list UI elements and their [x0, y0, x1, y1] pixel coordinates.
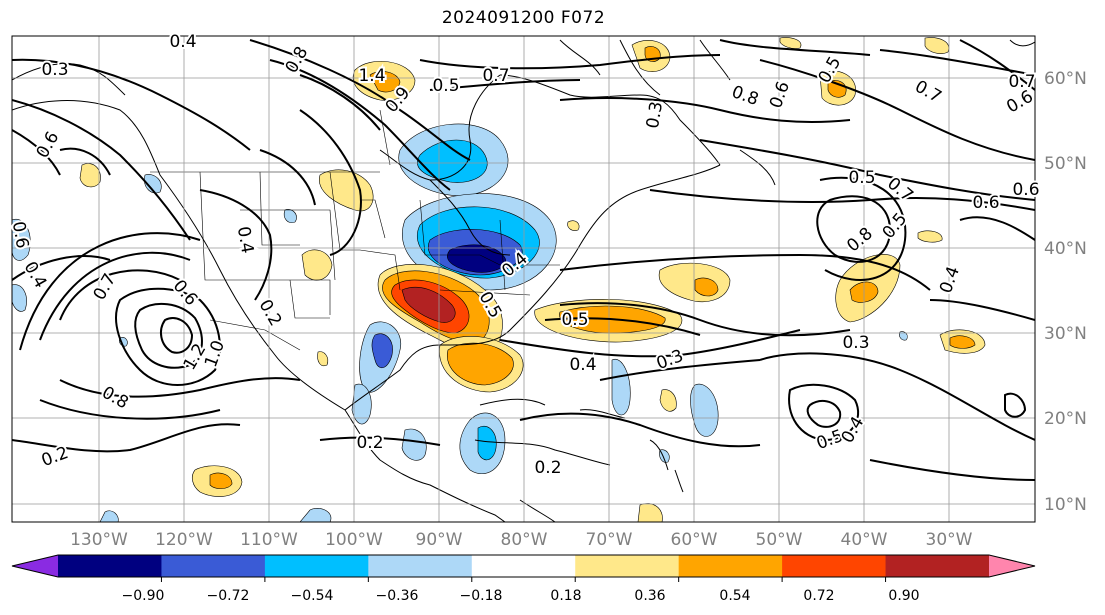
- colorbar-extend-max: [989, 555, 1035, 577]
- contour-label: 0.7: [1008, 72, 1035, 92]
- colorbar-tick-label: −0.36: [376, 588, 419, 604]
- lat-label: 50°N: [1044, 154, 1087, 174]
- colorbar-labels: −0.90 −0.72 −0.54 −0.36 −0.18 0.18 0.36 …: [122, 588, 920, 604]
- latitude-labels: 60°N 50°N 40°N 30°N 20°N 10°N: [1044, 69, 1087, 515]
- contour-label: 0.3: [842, 333, 869, 353]
- state-boundaries: [150, 109, 560, 351]
- colorbar-tick-label: −0.72: [207, 588, 250, 604]
- contour-label: 0.5: [432, 76, 459, 96]
- colorbar-tick-label: −0.18: [460, 588, 503, 604]
- contour-label: 0.2: [534, 458, 561, 478]
- contour-label: 0.7: [482, 66, 509, 86]
- colorbar-segment: [678, 555, 783, 577]
- colorbar: [11, 554, 1036, 582]
- contour-label: 0.6: [1012, 180, 1039, 200]
- lon-label: 110°W: [240, 530, 298, 550]
- graticule: [12, 36, 1035, 522]
- colorbar-segment: [161, 555, 266, 577]
- contour-label: 0.4: [169, 32, 196, 52]
- lon-label: 40°W: [841, 530, 888, 550]
- contour-label: 0.2: [356, 433, 383, 453]
- colorbar-extend-min: [12, 555, 58, 577]
- lat-label: 10°N: [1044, 495, 1087, 515]
- contour-label: 1.4: [358, 66, 385, 86]
- colorbar-segment: [58, 555, 162, 577]
- colorbar-tick-label: 0.72: [803, 588, 834, 604]
- colorbar-segment: [471, 555, 576, 577]
- lat-label: 30°N: [1044, 324, 1087, 344]
- lat-label: 20°N: [1044, 409, 1087, 429]
- contour-label: 0.5: [561, 310, 588, 330]
- lon-label: 80°W: [501, 530, 548, 550]
- contour-label: 0.5: [848, 168, 875, 188]
- lon-label: 90°W: [416, 530, 463, 550]
- colorbar-tick-label: 0.18: [550, 588, 581, 604]
- contour-label: 0.4: [569, 355, 596, 375]
- plot-frame: [11, 35, 1036, 523]
- lon-label: 70°W: [586, 530, 633, 550]
- contour-lines: [12, 39, 1035, 481]
- colorbar-segment: [782, 555, 887, 577]
- contour-label: 0.3: [41, 60, 68, 80]
- colorbar-tick-label: 0.54: [719, 588, 750, 604]
- lat-label: 40°N: [1044, 239, 1087, 259]
- lon-label: 120°W: [155, 530, 213, 550]
- lon-label: 100°W: [325, 530, 383, 550]
- colorbar-tick-label: 0.90: [888, 588, 919, 604]
- colorbar-segment: [264, 555, 369, 577]
- longitude-labels: 130°W 120°W 110°W 100°W 90°W 80°W 70°W 6…: [70, 530, 973, 550]
- lon-label: 30°W: [926, 530, 973, 550]
- lat-label: 60°N: [1044, 69, 1087, 89]
- colorbar-tick-label: −0.54: [291, 588, 334, 604]
- map-title: 2024091200 F072: [441, 8, 606, 28]
- colorbar-tick-label: 0.36: [634, 588, 665, 604]
- colorbar-segment: [885, 555, 990, 577]
- colorbar-tick-label: −0.90: [122, 588, 165, 604]
- colorbar-segment: [575, 555, 680, 577]
- lon-label: 130°W: [70, 530, 128, 550]
- coastlines: [12, 39, 1035, 522]
- lon-label: 60°W: [671, 530, 718, 550]
- colorbar-segment: [368, 555, 473, 577]
- colorbar-outline: [11, 554, 1036, 578]
- contour-label: 0.6: [8, 220, 32, 250]
- contour-label: 0.6: [972, 193, 999, 213]
- lon-label: 50°W: [756, 530, 803, 550]
